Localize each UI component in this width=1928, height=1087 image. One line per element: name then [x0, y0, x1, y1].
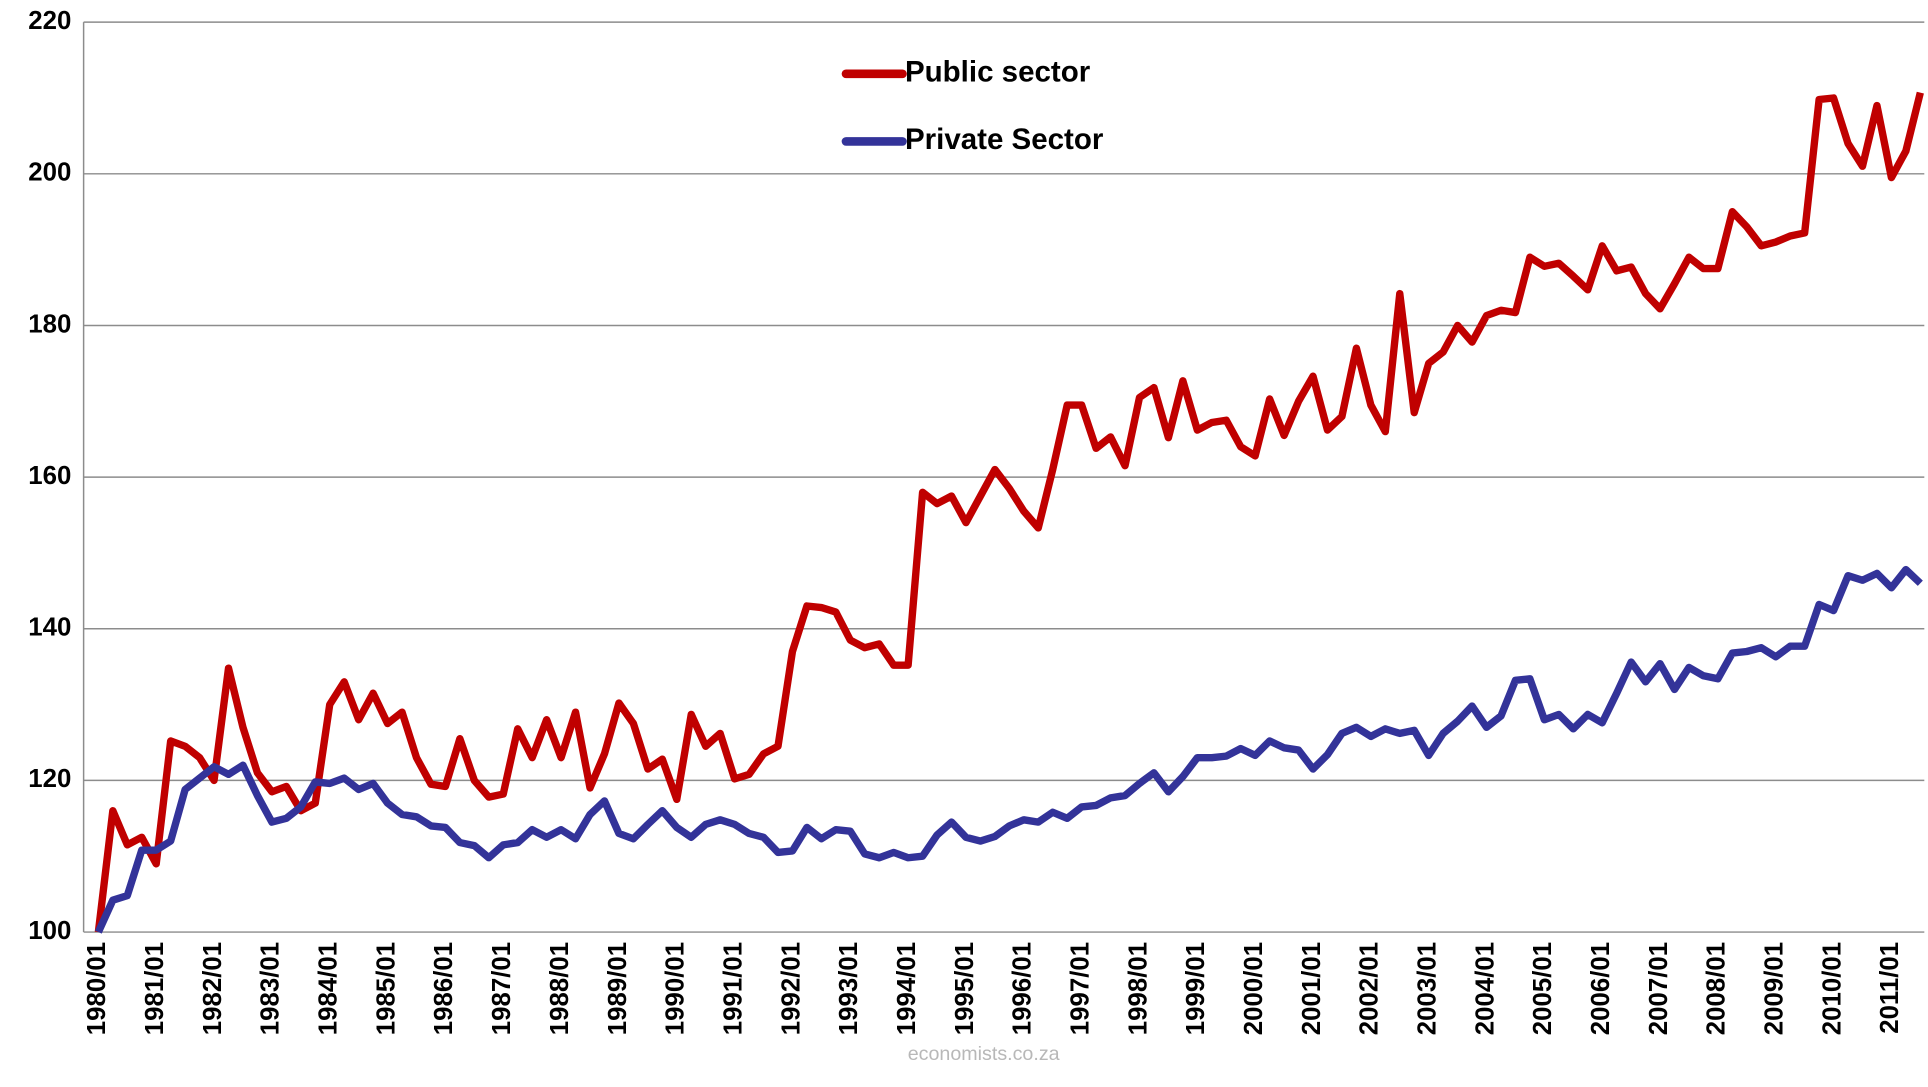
legend-label: Private Sector	[905, 123, 1104, 156]
x-tick-label: 2004/01	[1471, 942, 1499, 1035]
x-tick-label: 2009/01	[1761, 942, 1789, 1035]
y-tick-label: 200	[28, 159, 71, 187]
legend-label: Public sector	[905, 56, 1091, 89]
x-tick-label: 2005/01	[1529, 942, 1557, 1035]
x-tick-label: 1980/01	[83, 942, 111, 1035]
x-tick-label: 1993/01	[835, 942, 863, 1035]
x-tick-label: 1999/01	[1182, 942, 1210, 1035]
x-tick-label: 1990/01	[662, 942, 690, 1035]
y-tick-label: 160	[28, 462, 71, 490]
y-tick-label: 120	[28, 765, 71, 793]
y-tick-label: 180	[28, 310, 71, 338]
x-tick-label: 1997/01	[1066, 942, 1094, 1035]
x-tick-label: 1987/01	[488, 942, 516, 1035]
x-tick-label: 1985/01	[372, 942, 400, 1035]
x-tick-label: 2007/01	[1645, 942, 1673, 1035]
watermark: economists.co.za	[908, 1043, 1060, 1065]
data-line	[95, 565, 1923, 934]
x-tick-label: 2000/01	[1240, 942, 1268, 1035]
x-tick-label: 2010/01	[1818, 942, 1846, 1035]
x-tick-label: 1991/01	[719, 942, 747, 1035]
x-tick-label: 1992/01	[777, 942, 805, 1035]
x-tick-label: 1983/01	[257, 942, 285, 1035]
x-tick-label: 2011/01	[1876, 942, 1904, 1034]
x-tick-label: 1996/01	[1009, 942, 1037, 1035]
x-tick-label: 1989/01	[604, 942, 632, 1035]
x-tick-label: 2001/01	[1298, 942, 1326, 1035]
x-tick-label: 2008/01	[1703, 942, 1731, 1035]
y-tick-label: 220	[28, 7, 71, 35]
x-tick-label: 1998/01	[1124, 942, 1152, 1035]
x-tick-label: 2002/01	[1356, 942, 1384, 1035]
x-tick-label: 1986/01	[430, 942, 458, 1035]
y-tick-label: 100	[28, 917, 71, 945]
x-tick-label: 2006/01	[1587, 942, 1615, 1035]
x-tick-label: 1994/01	[893, 942, 921, 1035]
x-tick-label: 1981/01	[141, 942, 169, 1035]
x-tick-label: 1982/01	[199, 942, 227, 1035]
y-tick-label: 140	[28, 614, 71, 642]
data-line	[94, 91, 1924, 933]
x-tick-label: 2003/01	[1414, 942, 1442, 1035]
x-tick-label: 1995/01	[951, 942, 979, 1035]
x-tick-label: 1984/01	[315, 942, 343, 1035]
x-tick-label: 1988/01	[546, 942, 574, 1035]
